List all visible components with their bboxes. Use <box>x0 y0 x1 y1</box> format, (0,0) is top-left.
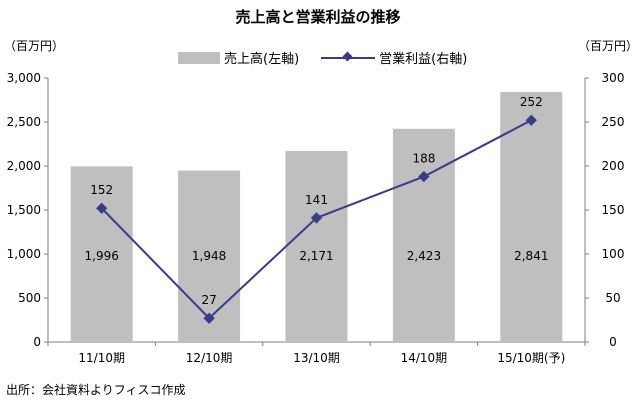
x-tick-label: 14/10期 <box>401 351 448 365</box>
chart-title: 売上高と営業利益の推移 <box>235 8 401 26</box>
x-tick-label: 11/10期 <box>78 351 125 365</box>
left-tick-label: 1,000 <box>7 247 41 261</box>
profit-point-label: 252 <box>520 95 543 109</box>
legend-bar-label: 売上高(左軸) <box>224 52 300 67</box>
chart-legend: 売上高(左軸) 営業利益(右軸) <box>178 48 467 67</box>
left-tick-label: 2,000 <box>7 159 41 173</box>
x-tick-label: 12/10期 <box>186 351 233 365</box>
left-tick-label: 3,000 <box>7 71 41 85</box>
legend-bar-swatch <box>178 51 220 64</box>
right-tick-label: 150 <box>602 203 625 217</box>
profit-point-label: 27 <box>201 293 216 307</box>
sales-bar <box>500 91 563 342</box>
right-tick-label: 0 <box>609 335 617 349</box>
sales-bar <box>285 150 348 342</box>
left-axis-unit: （百万円） <box>4 39 65 53</box>
profit-point <box>203 312 215 324</box>
left-tick-label: 1,500 <box>7 203 41 217</box>
right-tick-label: 200 <box>602 159 625 173</box>
x-tick-label: 13/10期 <box>293 351 340 365</box>
right-tick-label: 100 <box>602 247 625 261</box>
sales-bar-label: 2,423 <box>407 249 441 263</box>
left-tick-label: 0 <box>33 335 41 349</box>
sales-bar-label: 2,171 <box>299 249 333 263</box>
sales-bar-label: 1,996 <box>85 249 119 263</box>
source-note: 出所：会社資料よりフィスコ作成 <box>6 383 186 397</box>
sales-bar-label: 2,841 <box>514 249 548 263</box>
legend-line-label: 営業利益(右軸) <box>379 52 468 67</box>
profit-point-label: 141 <box>305 193 328 207</box>
sales-bar <box>392 128 455 342</box>
right-tick-label: 250 <box>602 115 625 129</box>
profit-point-label: 152 <box>90 183 113 197</box>
right-axis-unit: （百万円） <box>578 39 636 53</box>
legend-line-swatch <box>321 52 376 64</box>
left-tick-label: 500 <box>18 291 41 305</box>
right-tick-label: 50 <box>605 291 620 305</box>
profit-point <box>310 212 323 224</box>
profit-point-label: 188 <box>412 152 435 166</box>
left-tick-label: 2,500 <box>7 115 41 129</box>
sales-bar <box>70 166 133 342</box>
right-tick-label: 300 <box>602 71 625 85</box>
x-tick-label: 15/10期(予) <box>497 351 565 365</box>
profit-point <box>418 170 430 183</box>
sales-bar-label: 1,948 <box>192 249 226 263</box>
